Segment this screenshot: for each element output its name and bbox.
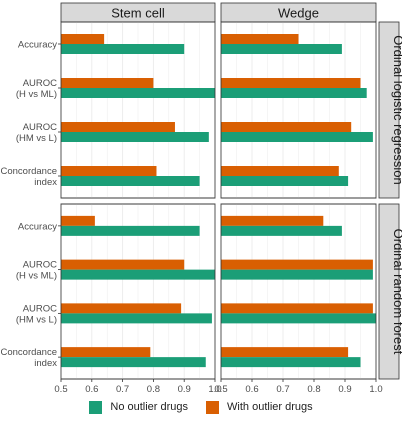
- bar-no-outlier: [221, 313, 376, 324]
- facet-row-label: Ordinal logistic regression: [391, 35, 402, 185]
- bar-with-outlier: [61, 347, 151, 358]
- faceted-bar-chart: Stem cell Wedge Ordinal logistic regressio…: [0, 2, 402, 395]
- category-label: (H vs ML): [16, 271, 57, 282]
- bar-no-outlier: [61, 44, 185, 54]
- facet-row-strip-0: [378, 21, 400, 199]
- bar-no-outlier: [61, 176, 200, 186]
- x-tick-label: 0.8: [307, 384, 320, 395]
- facet-column-label: Stem cell: [111, 6, 165, 21]
- category-label: (HM vs L): [16, 133, 57, 144]
- legend-swatch-no-outlier: [89, 400, 103, 414]
- bar-no-outlier: [61, 313, 212, 324]
- x-tick-label: 0.7: [116, 384, 129, 395]
- bar-with-outlier: [221, 303, 373, 314]
- category-label: Concordance: [0, 347, 57, 358]
- legend-label-no-outlier: No outlier drugs: [110, 401, 189, 413]
- x-tick-label: 0.7: [276, 384, 289, 395]
- category-label: Accuracy: [18, 221, 57, 232]
- bar-with-outlier: [61, 303, 182, 314]
- bar-with-outlier: [61, 78, 154, 88]
- legend-label-with-outlier: With outlier drugs: [227, 401, 313, 413]
- bar-no-outlier: [221, 269, 373, 280]
- x-tick-label: 0.5: [214, 384, 227, 395]
- bar-with-outlier: [221, 347, 349, 358]
- bar-with-outlier: [221, 122, 352, 132]
- bar-no-outlier: [221, 132, 373, 142]
- category-label: index: [34, 358, 57, 369]
- category-label: Concordance: [0, 166, 57, 177]
- category-label: AUROC: [23, 303, 57, 314]
- x-tick-label: 0.8: [147, 384, 160, 395]
- bar-no-outlier: [61, 132, 209, 142]
- bar-with-outlier: [61, 34, 105, 44]
- bar-with-outlier: [221, 34, 299, 44]
- x-tick-label: 0.6: [245, 384, 258, 395]
- bar-with-outlier: [221, 259, 373, 270]
- legend-swatch-with-outlier: [206, 400, 220, 414]
- x-tick-label: 0.9: [178, 384, 191, 395]
- x-tick-label: 1.0: [369, 384, 382, 395]
- bar-with-outlier: [221, 215, 324, 226]
- x-tick-label: 0.5: [54, 384, 67, 395]
- bar-no-outlier: [221, 357, 361, 368]
- bar-no-outlier: [61, 88, 215, 98]
- bar-no-outlier: [221, 176, 349, 186]
- facet-row-strip-1: [378, 203, 400, 380]
- category-label: index: [34, 177, 57, 188]
- bar-no-outlier: [61, 269, 215, 280]
- bar-no-outlier: [221, 88, 367, 98]
- category-label: AUROC: [23, 78, 57, 89]
- panel-border: [60, 203, 216, 380]
- bar-no-outlier: [221, 225, 342, 236]
- bar-with-outlier: [61, 259, 185, 270]
- bar-with-outlier: [61, 215, 95, 226]
- bar-with-outlier: [61, 122, 175, 132]
- bar-with-outlier: [221, 166, 339, 176]
- category-label: (H vs ML): [16, 89, 57, 100]
- category-label: AUROC: [23, 260, 57, 271]
- x-tick-label: 0.9: [338, 384, 351, 395]
- legend-item-no-outlier: No outlier drugs: [89, 400, 189, 414]
- legend: No outlier drugs With outlier drugs: [0, 394, 402, 420]
- panel-border: [60, 21, 216, 199]
- bar-no-outlier: [61, 225, 200, 236]
- bar-with-outlier: [221, 78, 361, 88]
- panel-border: [220, 21, 377, 199]
- bar-no-outlier: [221, 44, 342, 54]
- category-label: Accuracy: [18, 40, 57, 51]
- facet-row-label: Ordinal random forest: [391, 229, 402, 355]
- category-label: AUROC: [23, 122, 57, 133]
- bar-no-outlier: [61, 357, 206, 368]
- facet-column-label: Wedge: [278, 6, 319, 21]
- bar-with-outlier: [61, 166, 157, 176]
- x-tick-label: 1.0: [208, 384, 221, 395]
- legend-item-with-outlier: With outlier drugs: [206, 400, 313, 414]
- x-tick-label: 0.6: [85, 384, 98, 395]
- panel-border: [220, 203, 377, 380]
- category-label: (HM vs L): [16, 314, 57, 325]
